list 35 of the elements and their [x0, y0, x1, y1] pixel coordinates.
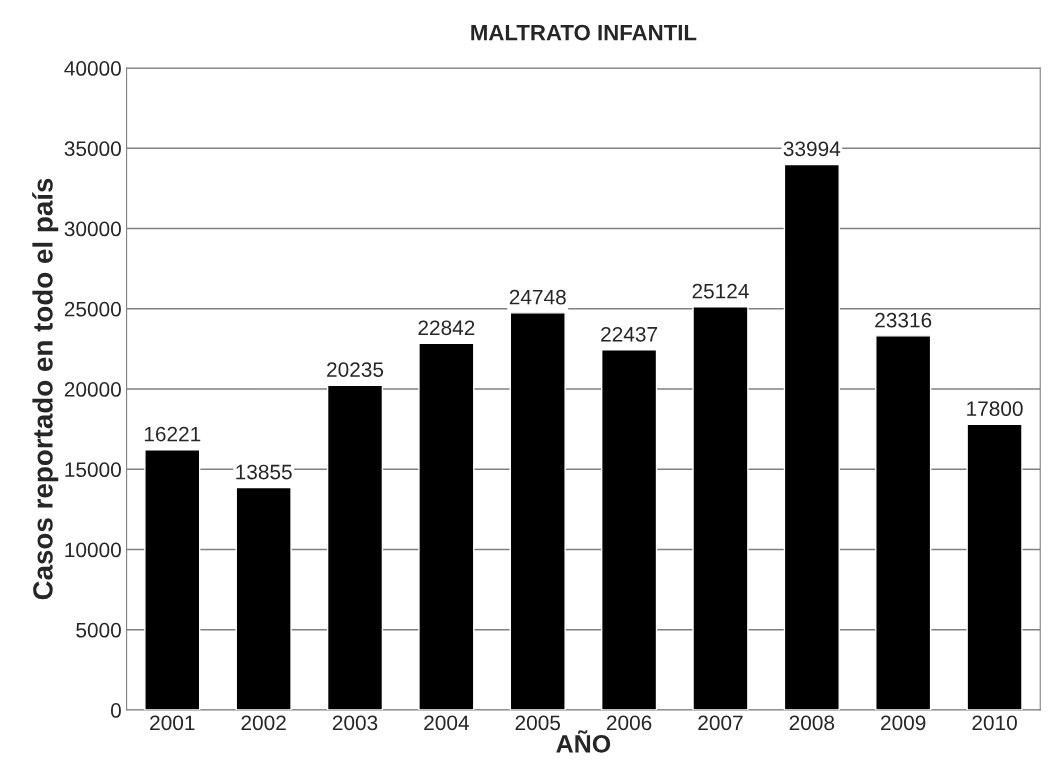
- y-axis-title: Casos reportado en todo el país: [32, 178, 59, 600]
- data-label: 20235: [327, 362, 384, 377]
- x-tick-label: 2001: [150, 715, 195, 731]
- x-tick-label: 2006: [606, 715, 652, 731]
- data-label: 22842: [418, 320, 475, 336]
- data-label: 33994: [783, 141, 841, 157]
- x-tick-label: 2002: [241, 715, 286, 731]
- data-label: 13855: [236, 464, 292, 480]
- x-tick-label: 2010: [972, 715, 1017, 731]
- y-tick-label: 30000: [64, 221, 121, 237]
- bar: [783, 163, 840, 711]
- data-label: 17800: [967, 401, 1023, 417]
- data-label: 22437: [601, 326, 658, 342]
- x-tick-label: 2004: [424, 715, 469, 731]
- y-tick-label: 15000: [65, 462, 121, 478]
- data-label: 23316: [875, 312, 932, 328]
- y-tick-label: 25000: [64, 301, 121, 317]
- x-tick-label: 2007: [698, 715, 743, 731]
- y-tick-label: 0: [110, 703, 121, 718]
- x-axis-title: AÑO: [556, 730, 611, 753]
- data-label: 16221: [144, 426, 201, 442]
- chart-title: MALTRATO INFANTIL: [471, 24, 697, 41]
- y-tick-label: 10000: [65, 542, 121, 558]
- bar: [144, 449, 201, 711]
- y-tick-label: 20000: [64, 382, 121, 397]
- y-tick-label: 40000: [64, 61, 121, 76]
- y-tick-label: 5000: [76, 622, 121, 638]
- data-label: 25124: [692, 283, 749, 299]
- x-tick-label: 2008: [789, 715, 835, 731]
- y-tick-label: 35000: [64, 141, 121, 157]
- data-label: 24748: [509, 289, 566, 305]
- x-tick-label: 2003: [332, 715, 378, 731]
- x-tick-label: 2005: [515, 715, 561, 731]
- x-tick-label: 2009: [881, 715, 926, 731]
- bar: [235, 486, 292, 711]
